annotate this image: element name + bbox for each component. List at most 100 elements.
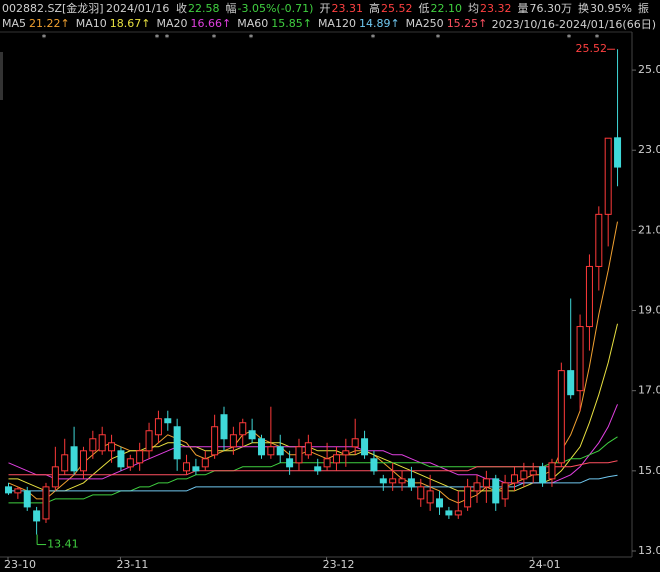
- header-label: 低: [418, 2, 429, 15]
- candle-body: [426, 490, 434, 504]
- candle-body: [342, 450, 350, 456]
- legend-name: MA10: [76, 17, 107, 30]
- candle-body: [389, 478, 397, 484]
- candle-body: [192, 466, 200, 472]
- low-annotation: 13.41: [47, 538, 79, 551]
- legend-name: MA120: [318, 17, 356, 30]
- candle-body: [154, 418, 162, 436]
- candle-body: [304, 442, 312, 456]
- candle-body: [70, 446, 78, 472]
- candle-body: [567, 370, 575, 396]
- legend-value: 15.85↑: [271, 17, 312, 30]
- candle-body: [595, 213, 603, 267]
- candle-body: [51, 466, 59, 488]
- header-value: 23.32: [480, 2, 512, 15]
- candle-body: [510, 474, 518, 484]
- scroll-handle: [0, 52, 3, 100]
- svg-text:*: *: [42, 34, 47, 44]
- candle-body: [286, 458, 294, 468]
- y-tick-label: 25.0: [638, 63, 660, 76]
- candle-body: [464, 486, 472, 508]
- candle-body: [604, 137, 612, 215]
- ma-line: [8, 460, 618, 476]
- legend-value: 14.89↑: [359, 17, 400, 30]
- candle-body: [548, 462, 556, 480]
- candle-body: [183, 462, 191, 472]
- candle-body: [529, 470, 537, 476]
- candle-body: [267, 446, 275, 456]
- legend-value: 18.67↑: [110, 17, 151, 30]
- candle-body: [136, 450, 144, 464]
- range-label: 2023/10/16-2024/01/16(66日): [492, 18, 656, 31]
- y-tick-label: 15.0: [638, 464, 660, 477]
- stock-code: 002882.SZ[金龙羽]: [2, 1, 104, 15]
- candle-body: [473, 482, 481, 492]
- candle-body: [585, 265, 593, 328]
- candle-body: [557, 370, 565, 464]
- legend-value: 15.25↑: [447, 17, 488, 30]
- candle-body: [108, 442, 116, 452]
- candle-body: [407, 478, 415, 488]
- svg-text:*: *: [155, 34, 160, 44]
- header-value: 22.10: [430, 2, 462, 15]
- candle-body: [351, 438, 359, 448]
- legend-value: 21.22↑: [29, 17, 70, 30]
- candle-body: [117, 450, 125, 468]
- legend-name: MA60: [237, 17, 268, 30]
- candle-body: [445, 510, 453, 516]
- candle-body: [220, 414, 228, 440]
- x-tick-label: 23-12: [323, 558, 355, 571]
- candle-body: [417, 486, 425, 500]
- header-value: -3.05%(-0.71): [238, 2, 314, 15]
- legend-name: MA250: [406, 17, 444, 30]
- candle-body: [79, 450, 87, 472]
- event-stars: * * * * * * * * *: [42, 34, 600, 44]
- candle-body: [379, 478, 387, 484]
- header-label: 换: [578, 1, 589, 15]
- candle-body: [42, 486, 50, 520]
- legend-name: MA5: [2, 17, 26, 30]
- date: 2024/01/16: [106, 2, 169, 15]
- candle-body: [482, 478, 490, 488]
- header-label: 均: [468, 2, 479, 15]
- header-value: 23.31: [331, 2, 363, 15]
- candle-body: [211, 426, 219, 456]
- candle-body: [332, 454, 340, 464]
- candle-body: [520, 470, 528, 480]
- candle-body: [229, 434, 237, 448]
- header-value: 76.30万: [529, 2, 572, 15]
- header-label: 高: [369, 1, 380, 15]
- candle-body: [98, 434, 106, 452]
- candle-body: [614, 137, 622, 168]
- candle-body: [61, 454, 69, 472]
- header-value: 22.58: [188, 2, 220, 15]
- candle-body: [248, 430, 256, 440]
- y-tick-label: 13.0: [638, 544, 660, 557]
- ma-line: [8, 323, 618, 492]
- svg-text:*: *: [371, 34, 376, 44]
- candle-body: [492, 478, 500, 504]
- y-tick-label: 23.0: [638, 143, 660, 156]
- svg-text:*: *: [212, 34, 217, 44]
- svg-text:*: *: [595, 34, 600, 44]
- x-tick-label: 23-11: [116, 558, 148, 571]
- header-label: 幅: [226, 2, 237, 15]
- y-tick-label: 21.0: [638, 223, 660, 236]
- candle-body: [276, 446, 284, 456]
- x-tick-label: 23-10: [4, 558, 36, 571]
- header-value: 25.52: [381, 2, 413, 15]
- y-tick-label: 17.0: [638, 384, 660, 397]
- candle-body: [201, 458, 209, 468]
- header-label: 振: [638, 1, 649, 15]
- candle-body: [5, 486, 12, 494]
- candle-body: [173, 426, 181, 460]
- candle-body: [33, 510, 41, 522]
- ma-line: [8, 474, 618, 492]
- candle-body: [370, 458, 378, 472]
- candle-body: [454, 510, 462, 516]
- candle-body: [323, 458, 331, 468]
- svg-text:*: *: [567, 34, 572, 44]
- candle-body: [501, 482, 509, 500]
